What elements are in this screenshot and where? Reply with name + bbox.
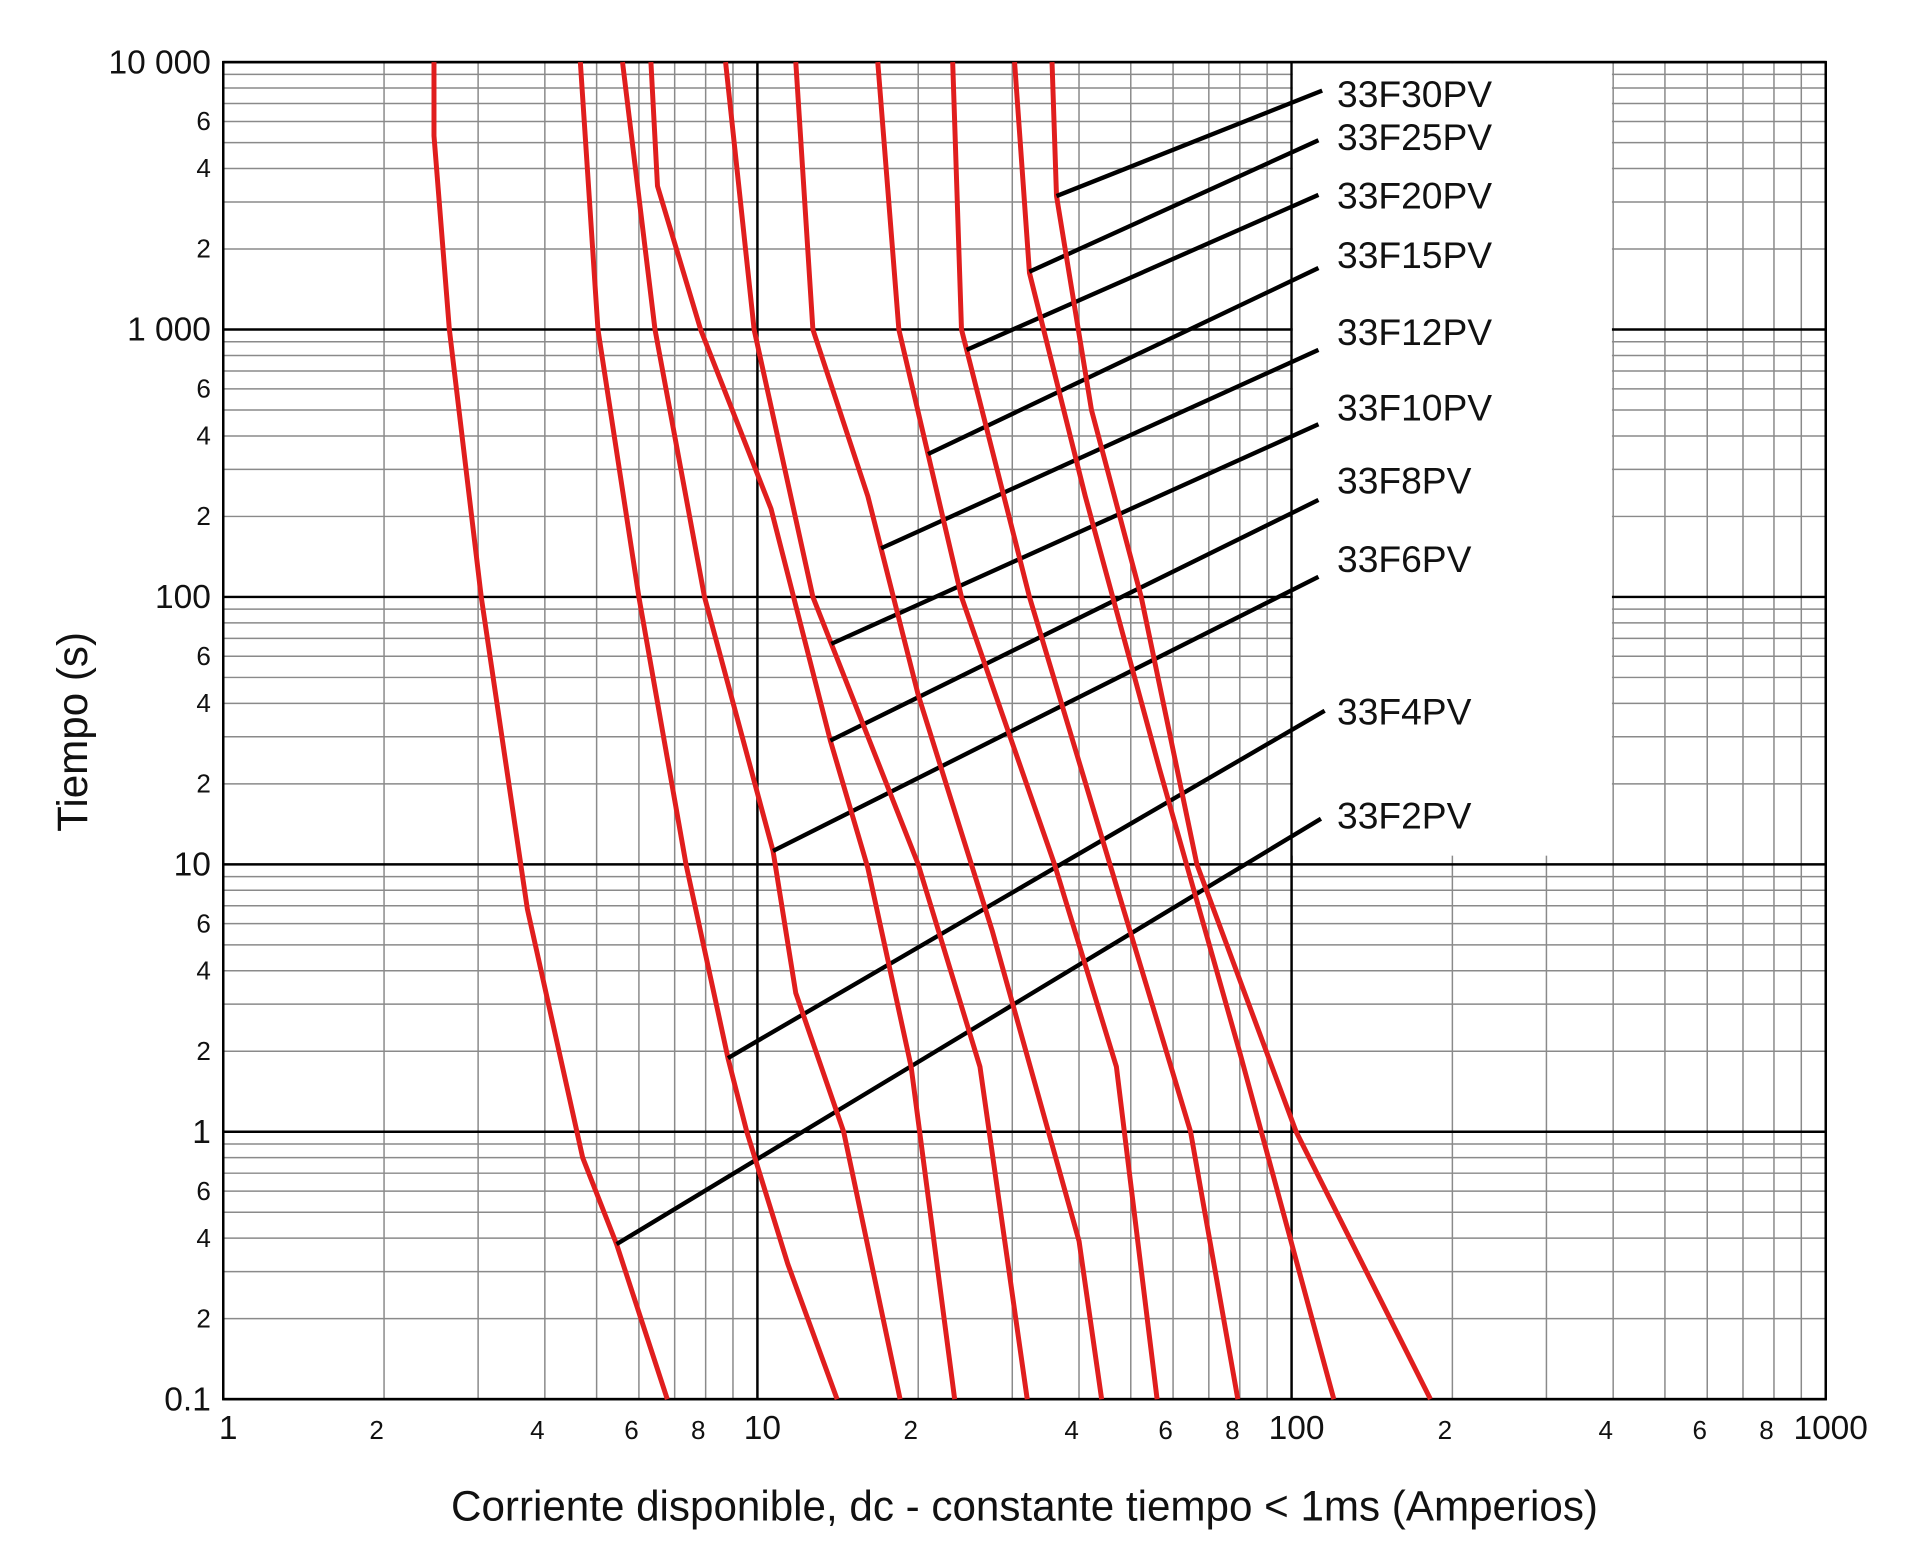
- x-tick-label: 4: [530, 1415, 544, 1445]
- curve-label: 33F4PV: [1337, 690, 1472, 732]
- fuse-curve: [950, 62, 1241, 1400]
- y-tick-label: 10: [174, 847, 211, 884]
- x-tick-label: 2: [369, 1415, 383, 1445]
- x-tick-label: 2: [1438, 1415, 1452, 1445]
- curve-label: 33F2PV: [1337, 795, 1472, 837]
- y-tick-label: 2: [196, 501, 210, 531]
- leader-line: [772, 574, 1320, 853]
- curve-label: 33F20PV: [1337, 174, 1492, 216]
- curve-label: 33F6PV: [1337, 538, 1472, 580]
- curve-label: 33F25PV: [1337, 116, 1492, 158]
- x-tick-label: 8: [691, 1415, 705, 1445]
- x-tick-label: 4: [1598, 1415, 1612, 1445]
- y-tick-label: 4: [196, 421, 210, 451]
- grid: [222, 60, 1827, 1401]
- fuse-curve: [875, 61, 1160, 1400]
- y-tick-label: 6: [196, 374, 210, 404]
- y-tick-label: 1: [192, 1114, 211, 1151]
- leader-line: [965, 192, 1320, 352]
- y-tick-label: 100: [155, 579, 211, 616]
- label-panel: [1292, 63, 1612, 856]
- y-tick-label: 2: [196, 1036, 210, 1066]
- leader-line: [1055, 88, 1323, 199]
- fuse-curve: [431, 62, 670, 1400]
- curve-label: 33F12PV: [1337, 311, 1492, 353]
- fuse-curve: [577, 61, 840, 1401]
- fuse-curve: [620, 61, 903, 1400]
- fuse-curve: [1012, 61, 1337, 1400]
- y-tick-label: 2: [196, 769, 210, 799]
- y-tick-label: 6: [196, 106, 210, 136]
- x-tick-label: 1000: [1793, 1410, 1867, 1447]
- y-tick-label: 6: [196, 641, 210, 671]
- leader-line: [927, 266, 1320, 457]
- y-tick-label: 1 000: [127, 312, 211, 349]
- y-tick-label: 4: [196, 1223, 210, 1253]
- leader-line: [829, 498, 1320, 743]
- curve-label: 33F30PV: [1337, 73, 1492, 115]
- y-axis-label: Tiempo (s): [49, 632, 96, 832]
- y-tick-label: 4: [196, 153, 210, 183]
- x-tick-label: 8: [1225, 1415, 1239, 1445]
- y-tick-label: 6: [196, 908, 210, 938]
- plot-frame: [222, 60, 1827, 1401]
- x-tick-label: 4: [1064, 1415, 1078, 1445]
- y-tick-label: 10 000: [108, 44, 210, 81]
- curve-label: 33F15PV: [1337, 234, 1492, 276]
- x-axis-label: Corriente disponible, dc - constante tie…: [451, 1483, 1598, 1530]
- leader-line: [830, 422, 1320, 646]
- x-tick-label: 6: [624, 1415, 638, 1445]
- leader-line: [726, 708, 1326, 1060]
- x-tick-label: 8: [1759, 1415, 1773, 1445]
- y-tick-label: 0.1: [164, 1381, 211, 1418]
- y-tick-label: 4: [196, 688, 210, 718]
- curves: [431, 61, 1433, 1401]
- x-tick-label: 1: [219, 1410, 238, 1447]
- y-tick-label: 6: [196, 1176, 210, 1206]
- curve-label: 33F8PV: [1337, 460, 1472, 502]
- leader-line: [1028, 138, 1320, 274]
- x-tick-label: 2: [904, 1415, 918, 1445]
- y-tick-label: 2: [196, 234, 210, 264]
- x-tick-label: 10: [744, 1410, 781, 1447]
- x-tick-label: 100: [1269, 1410, 1325, 1447]
- fuse-curve: [793, 61, 1105, 1400]
- fuse-curve: [723, 61, 1030, 1400]
- curve-label: 33F10PV: [1337, 387, 1492, 429]
- labels: 0.1 2 4 6 1 2 4 6 10 2 4 6 100 2 4 6 1 000 2 4 6 10 000 1 2 4 6 8…: [108, 44, 1867, 1447]
- x-tick-label: 6: [1693, 1415, 1707, 1445]
- y-tick-label: 4: [196, 955, 210, 985]
- y-tick-label: 2: [196, 1303, 210, 1333]
- fuse-curve: [648, 61, 958, 1400]
- x-tick-label: 6: [1158, 1415, 1172, 1445]
